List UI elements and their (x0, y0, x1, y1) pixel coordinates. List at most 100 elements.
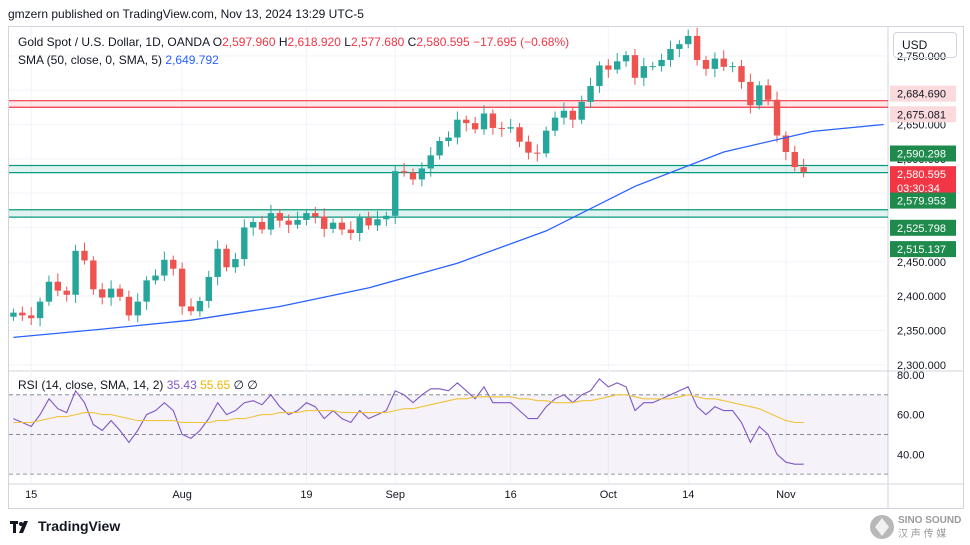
candle-body (480, 113, 488, 130)
candle-body (409, 172, 417, 180)
change-value: −17.695 (−0.68%) (473, 35, 570, 49)
candle-body (560, 110, 568, 118)
sma-value: 2,649.792 (165, 53, 219, 67)
candle-body (605, 65, 612, 70)
candle-body (134, 301, 141, 316)
candle-body (232, 259, 239, 268)
low-value: 2,577.680 (350, 35, 405, 49)
candle-body (125, 296, 133, 316)
candle-body (489, 113, 497, 128)
candle-body (214, 248, 221, 277)
sino-sound-watermark: SINO SOUND 汉 声 传 媒 (870, 515, 961, 540)
price-axis-label: 2,590.298 (897, 148, 946, 160)
price-tick-label: 2,400.000 (897, 291, 946, 303)
candle-body (614, 61, 621, 70)
rsi-tick-label: 40.00 (897, 449, 925, 461)
candle-body (276, 213, 283, 221)
chart-frame (8, 26, 964, 509)
time-tick-label: 15 (25, 489, 37, 501)
candle-body (622, 55, 630, 62)
rsi-tick-label: 80.00 (897, 370, 925, 382)
candle-body (649, 66, 656, 68)
price-axis-label: 03:30:34 (897, 183, 940, 195)
candle-body (587, 86, 594, 102)
candle-body (711, 58, 719, 69)
price-axis-label-bg (890, 180, 956, 197)
candle-body (143, 280, 150, 302)
candle-body (720, 58, 727, 67)
time-tick-label: Sep (385, 489, 405, 501)
candle-body (454, 119, 461, 138)
currency-button[interactable]: USD (893, 32, 957, 58)
candle-body (729, 66, 736, 68)
candle-body (800, 167, 807, 172)
zone-support-upper (9, 165, 888, 173)
candle-body (19, 312, 26, 316)
candle-body (187, 306, 195, 312)
price-tick-label: 2,350.000 (897, 325, 946, 337)
watermark-line2: 汉 声 传 媒 (898, 527, 946, 540)
open-value: 2,597.960 (222, 35, 276, 49)
rsi-label: RSI (14, close, SMA, 14, 2) (18, 378, 164, 392)
candle-body (516, 127, 523, 142)
candle-body (45, 281, 53, 302)
price-axis-label-bg (890, 219, 956, 236)
rsi-sma-line (13, 394, 804, 424)
sma-label: SMA (50, close, 0, SMA, 5) (18, 53, 163, 67)
low-label: L (344, 35, 351, 49)
candle-body (702, 59, 710, 69)
zone-support-lower (9, 209, 888, 218)
tradingview-logo-icon (10, 520, 32, 533)
price-axis-label-bg (890, 106, 956, 123)
price-axis-label: 2,684.690 (897, 89, 946, 101)
sma-legend[interactable]: SMA (50, close, 0, SMA, 5) 2,649.792 (18, 53, 219, 67)
price-legend: Gold Spot / U.S. Dollar, 1D, OANDA O2,59… (18, 35, 569, 49)
rsi-tick-label: 60.00 (897, 410, 925, 422)
rsi-line (13, 378, 804, 465)
candle-body (81, 250, 88, 261)
candle-body (267, 213, 275, 230)
candle-body (205, 276, 212, 301)
candle-body (525, 141, 532, 153)
candle-body (418, 168, 426, 180)
price-axis-label-bg (890, 85, 956, 102)
candle-body (347, 229, 355, 233)
price-tick-label: 2,300.000 (897, 360, 946, 372)
candle-body (321, 216, 328, 229)
candle-body (72, 250, 79, 295)
candle-body (542, 130, 550, 154)
candle-body (374, 219, 381, 226)
candle-body (427, 155, 434, 169)
time-tick-label: Aug (172, 489, 192, 501)
price-axis-label-bg (890, 145, 956, 162)
candle-body (161, 259, 168, 276)
candle-body (223, 248, 230, 268)
price-axis-label: 2,579.953 (897, 196, 946, 208)
rsi-band-fill (9, 394, 888, 475)
candle-body (498, 127, 505, 129)
close-label: C (407, 35, 417, 49)
symbol-title[interactable]: Gold Spot / U.S. Dollar, 1D, OANDA (18, 35, 210, 49)
candle-body (596, 65, 603, 87)
candle-body (658, 59, 665, 67)
candle-body (445, 137, 452, 141)
candle-body (170, 259, 177, 269)
brand-name: TradingView (38, 518, 121, 534)
time-tick-label: 19 (300, 489, 312, 501)
candle-body (258, 222, 266, 230)
price-axis-label-bg (890, 192, 956, 209)
candle-body (676, 44, 683, 49)
price-axis-label: 2,515.137 (897, 244, 946, 256)
candle-body (116, 288, 124, 297)
open-label: O (212, 35, 223, 49)
rsi-legend[interactable]: RSI (14, close, SMA, 14, 2) 35.43 55.65 … (18, 378, 258, 392)
candle-body (329, 222, 337, 229)
tradingview-brand[interactable]: TradingView (10, 518, 120, 534)
candle-body (10, 312, 17, 317)
zone-resistance (9, 100, 888, 108)
candle-body (107, 288, 115, 298)
time-tick-label: Oct (600, 489, 617, 501)
candle-body (392, 171, 399, 216)
